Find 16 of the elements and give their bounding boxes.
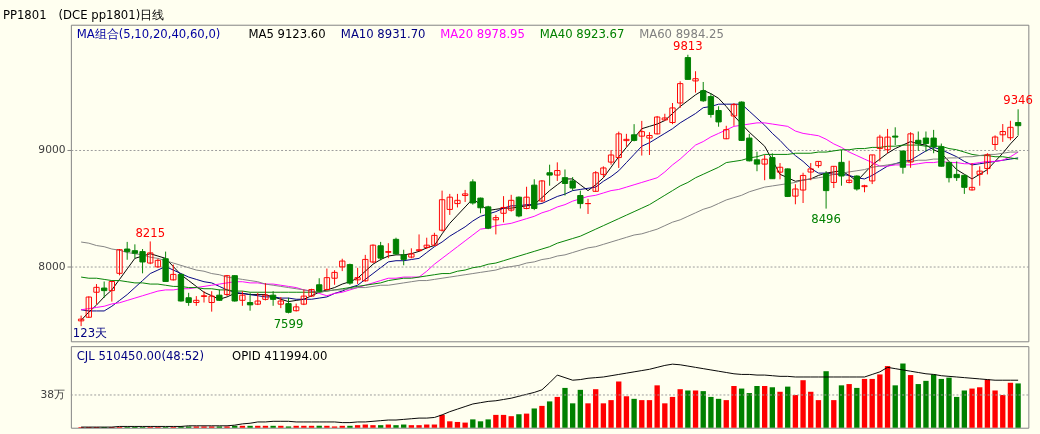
annotation: 7599: [273, 316, 304, 331]
text: OPID 411994.00: [232, 348, 328, 363]
annotation: 8496: [811, 212, 841, 227]
text: CJL 510450.00(48:52): [76, 348, 205, 363]
text: MA5 9123.60: [248, 27, 326, 42]
y-tick-label: 8000: [38, 259, 66, 273]
annotation: 9346: [1003, 93, 1033, 108]
chart-title: PP1801 (DCE pp1801)日线: [2, 7, 165, 22]
text: MA10 8931.70: [340, 27, 426, 42]
ref-line-label: 38万: [40, 387, 66, 401]
text: MA20 8978.95: [440, 27, 525, 42]
annotation: 123天: [72, 326, 108, 341]
annotation: 8215: [135, 225, 166, 240]
text: MA40 8923.67: [539, 27, 625, 42]
y-tick-label: 9000: [38, 143, 66, 157]
legend-title: MA组合(5,10,20,40,60,0): [76, 27, 221, 42]
